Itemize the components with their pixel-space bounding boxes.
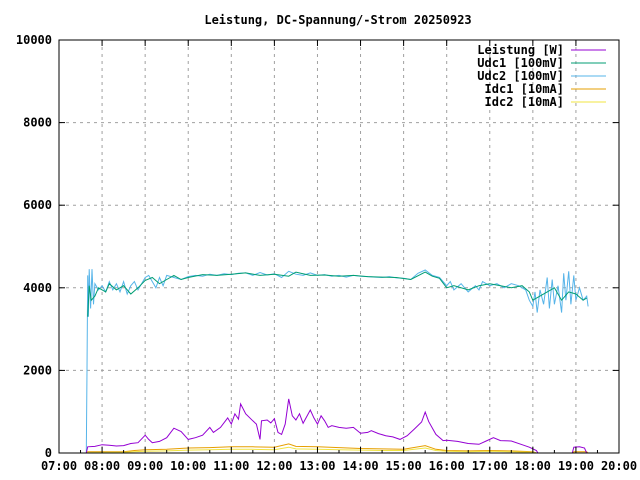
x-tick-label: 10:00 [170, 459, 206, 473]
series-line-2 [85, 269, 589, 454]
x-tick-label: 07:00 [41, 459, 77, 473]
y-tick-label: 4000 [23, 281, 52, 295]
legend-label: Idc1 [10mA] [485, 82, 564, 96]
x-tick-label: 16:00 [429, 459, 465, 473]
x-tick-label: 17:00 [472, 459, 508, 473]
x-tick-label: 12:00 [256, 459, 292, 473]
legend: Leistung [W]Udc1 [100mV]Udc2 [100mV]Idc1… [477, 43, 606, 109]
x-tick-label: 08:00 [84, 459, 120, 473]
axis-ticks: 07:00 08:00 09:00 10:00 11:00 12:00 13:00 14:00… [16, 33, 637, 473]
x-tick-label: 11:00 [213, 459, 249, 473]
x-tick-label: 19:00 [558, 459, 594, 473]
x-tick-label: 15:00 [386, 459, 422, 473]
y-tick-label: 10000 [16, 33, 52, 47]
x-tick-label: 13:00 [299, 459, 335, 473]
chart-title: Leistung, DC-Spannung/-Strom 20250923 [204, 13, 471, 27]
legend-label: Idc2 [10mA] [485, 95, 564, 109]
legend-label: Udc1 [100mV] [477, 56, 564, 70]
series-line-1 [87, 271, 587, 317]
y-tick-label: 0 [45, 446, 52, 460]
series-line-4 [86, 446, 537, 454]
legend-label: Udc2 [100mV] [477, 69, 564, 83]
grid [59, 40, 619, 453]
series-line-0 [85, 398, 588, 454]
y-tick-label: 6000 [23, 198, 52, 212]
x-tick-label: 20:00 [601, 459, 637, 473]
x-tick-label: 14:00 [342, 459, 378, 473]
y-tick-label: 2000 [23, 363, 52, 377]
legend-label: Leistung [W] [477, 43, 564, 57]
series-group [85, 269, 589, 454]
y-tick-label: 8000 [23, 116, 52, 130]
x-tick-label: 09:00 [127, 459, 163, 473]
x-tick-label: 18:00 [515, 459, 551, 473]
